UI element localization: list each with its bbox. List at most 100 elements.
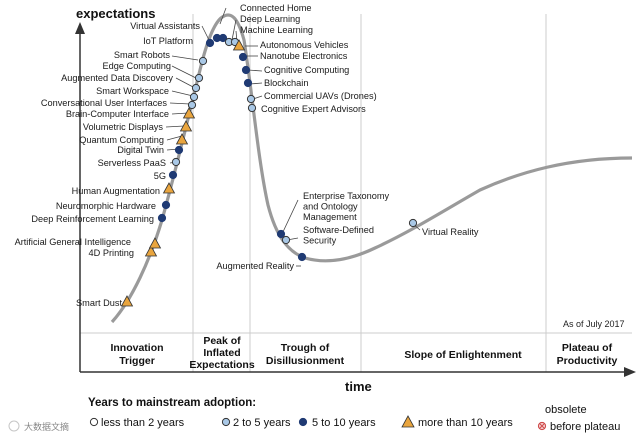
tech-marker — [144, 245, 158, 257]
tech-marker — [247, 103, 257, 113]
tech-marker — [205, 38, 215, 48]
legend-obsolete: obsolete — [545, 404, 587, 416]
tech-marker — [148, 237, 162, 249]
tech-marker — [162, 182, 176, 194]
legend-item: 5 to 10 years — [312, 417, 376, 429]
tech-label: Volumetric Displays — [83, 122, 164, 132]
phase-label-peak: Peak of Inflated Expectations — [189, 335, 255, 371]
tech-marker — [198, 56, 208, 66]
leader-line — [169, 102, 191, 105]
watermark: 大数据文摘 — [8, 420, 69, 432]
leader-line — [231, 19, 237, 41]
x-axis-title: time — [345, 379, 372, 394]
legend-item: more than 10 years — [418, 417, 513, 429]
tech-label: Deep Reinforcement Learning — [31, 214, 154, 224]
tech-marker — [171, 157, 181, 167]
tech-label: Artificial General Intelligence — [15, 237, 131, 247]
tech-marker — [187, 100, 197, 110]
legend-before-plateau: before plateau — [550, 421, 620, 433]
watermark-text: 大数据文摘 — [24, 421, 69, 432]
legend-item: less than 2 years — [101, 417, 185, 429]
leader-lines — [165, 7, 421, 267]
tech-marker — [238, 52, 248, 62]
tech-marker — [157, 213, 167, 223]
tech-label: Smart Dust — [76, 298, 122, 308]
tech-marker — [174, 145, 184, 155]
tech-label: IoT Platform — [143, 36, 193, 46]
watermark-logo-icon — [8, 420, 20, 432]
tech-label: 4D Printing — [89, 248, 134, 258]
leader-line — [171, 55, 199, 61]
tech-label: Deep Learning — [240, 14, 300, 24]
tech-marker — [168, 170, 178, 180]
tech-marker — [218, 33, 228, 43]
leader-line — [171, 112, 189, 115]
tech-marker — [281, 235, 291, 245]
phase-label-innovation-trigger: Innovation Trigger — [110, 342, 163, 367]
tech-marker — [179, 120, 193, 132]
leader-line — [175, 77, 196, 89]
leader-line — [247, 69, 263, 72]
legend-marker-light — [221, 417, 231, 427]
tech-marker — [297, 252, 307, 262]
legend-marker-dark — [298, 417, 308, 427]
tech-label: 5G — [154, 171, 166, 181]
tech-label: Blockchain — [264, 78, 308, 88]
legend-title: Years to mainstream adoption: — [88, 397, 256, 409]
obsolete-icon-cross — [539, 423, 545, 429]
tech-label: Nanotube Electronics — [260, 51, 348, 61]
tech-marker — [408, 218, 418, 228]
tech-label: Software-Defined Security — [303, 225, 374, 246]
tech-label: Augmented Data Discovery — [61, 73, 173, 83]
as-of-date: As of July 2017 — [563, 319, 625, 329]
leader-line — [219, 7, 227, 25]
y-axis-arrow-icon — [75, 22, 85, 34]
tech-label: Conversational User Interfaces — [41, 98, 168, 108]
tech-marker — [161, 200, 171, 210]
technology-markers — [120, 33, 418, 307]
tech-marker — [241, 65, 251, 75]
leader-line — [165, 125, 185, 128]
tech-label: Virtual Assistants — [130, 21, 200, 31]
tech-label: Connected Home — [240, 3, 312, 13]
x-axis-arrow-icon — [624, 367, 636, 377]
tech-label: Neuromorphic Hardware — [56, 201, 156, 211]
tech-marker — [243, 78, 253, 88]
legend-marker-triangle — [401, 415, 415, 428]
tech-label: Commercial UAVs (Drones) — [264, 91, 377, 101]
tech-label: Serverless PaaS — [98, 158, 166, 168]
phase-label-slope: Slope of Enlightenment — [404, 349, 522, 361]
tech-label: Augmented Reality — [216, 261, 294, 271]
y-axis-title: expectations — [76, 6, 155, 21]
tech-marker — [232, 39, 246, 51]
tech-label: Digital Twin — [117, 145, 164, 155]
leader-line — [171, 65, 197, 79]
tech-label: Brain-Computer Interface — [66, 109, 169, 119]
tech-marker — [276, 229, 286, 239]
legend-marker-white — [89, 417, 99, 427]
tech-marker — [194, 73, 204, 83]
tech-label: Human Augmentation — [72, 186, 160, 196]
leader-line — [281, 199, 299, 235]
tech-label: Cognitive Computing — [264, 65, 349, 75]
tech-marker — [191, 83, 201, 93]
tech-marker — [120, 295, 134, 307]
phase-label-trough: Trough of Disillusionment — [266, 342, 345, 367]
tech-marker — [189, 92, 199, 102]
tech-label: Smart Robots — [114, 50, 171, 60]
tech-label: Cognitive Expert Advisors — [261, 104, 366, 114]
tech-label: Edge Computing — [103, 61, 171, 71]
leader-line — [166, 135, 183, 141]
tech-label: Virtual Reality — [422, 227, 479, 237]
tech-marker — [246, 94, 256, 104]
tech-marker — [175, 133, 189, 145]
tech-label: Smart Workspace — [96, 86, 169, 96]
phase-labels: Innovation Trigger Peak of Inflated Expecta… — [110, 335, 617, 371]
tech-label: Quantum Computing — [79, 135, 164, 145]
tech-label: Machine Learning — [240, 25, 313, 35]
tech-label: Enterprise Taxonomy and Ontology Managemen… — [303, 191, 390, 222]
hype-curve — [110, 13, 633, 324]
leader-line — [171, 90, 194, 97]
technology-labels: Smart Dust 4D Printing Artificial Genera… — [15, 3, 479, 308]
tech-marker — [182, 107, 196, 119]
